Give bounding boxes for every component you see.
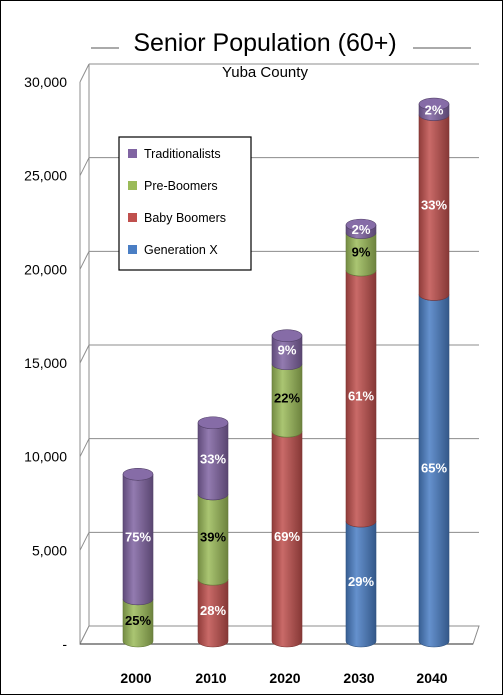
bar-top-cap-2010: [197, 416, 229, 430]
bar-top-cap-2000: [122, 467, 154, 481]
legend-label: Generation X: [144, 243, 218, 257]
x-tick-label: 2020: [269, 670, 300, 686]
legend-swatch: [128, 213, 137, 222]
data-label: 28%: [200, 603, 226, 618]
data-label: 2%: [352, 222, 371, 237]
y-tick-label: 15,000: [24, 355, 67, 371]
data-label: 39%: [200, 530, 226, 545]
legend-label: Baby Boomers: [144, 211, 226, 225]
legend-swatch: [128, 181, 137, 190]
y-tick-label: 25,000: [24, 168, 67, 184]
data-label: 25%: [125, 613, 151, 628]
x-axis: 2000 2010 2020 2030 2040: [120, 670, 447, 686]
data-label: 75%: [125, 530, 151, 545]
y-tick-label: 10,000: [24, 449, 67, 465]
wall-gridline: [79, 532, 90, 551]
legend-swatch: [128, 149, 137, 158]
data-label: 9%: [352, 244, 371, 259]
y-tick-label: -: [62, 636, 67, 652]
legend-label: Pre-Boomers: [144, 179, 218, 193]
bars: [122, 97, 450, 648]
data-label: 22%: [274, 390, 300, 405]
wall-gridline: [79, 344, 90, 364]
legend-label: Traditionalists: [144, 147, 221, 161]
legend: Traditionalists Pre-Boomers Baby Boomers Ge…: [118, 136, 252, 271]
y-tick-label: 30,000: [24, 74, 67, 90]
bar-top-cap-2020: [271, 329, 303, 342]
wall-gridline: [79, 438, 90, 457]
wall-gridline: [79, 251, 90, 270]
data-label: 33%: [421, 198, 447, 213]
wall-gridline: [79, 157, 90, 176]
data-label: 29%: [348, 574, 374, 589]
data-label: 2%: [425, 102, 444, 117]
y-tick-label: 20,000: [24, 261, 67, 277]
y-tick-label: 5,000: [32, 542, 67, 558]
x-tick-label: 2010: [195, 670, 226, 686]
bar-top-cap-2030: [345, 218, 377, 232]
y-axis: - 5,000 10,000 15,000 20,000 25,000 30,000: [24, 74, 67, 652]
x-tick-label: 2040: [416, 670, 447, 686]
legend-box: [118, 136, 252, 271]
legend-swatch: [128, 245, 137, 254]
data-label: 65%: [421, 461, 447, 476]
data-label: 33%: [200, 451, 226, 466]
chart-title: Senior Population (60+): [133, 29, 396, 57]
chart-subtitle: Yuba County: [222, 64, 308, 81]
data-labels: 25% 75% 28% 39% 33% 69% 22% 9% 29% 61% 9% 2% 65% 33% 2…: [125, 102, 447, 628]
data-label: 9%: [278, 343, 297, 358]
data-label: 69%: [274, 529, 300, 544]
wall-gridline: [79, 63, 90, 83]
bar-top-cap-2040: [418, 97, 450, 111]
x-tick-label: 2000: [120, 670, 151, 686]
data-label: 61%: [348, 389, 374, 404]
x-tick-label: 2030: [343, 670, 374, 686]
